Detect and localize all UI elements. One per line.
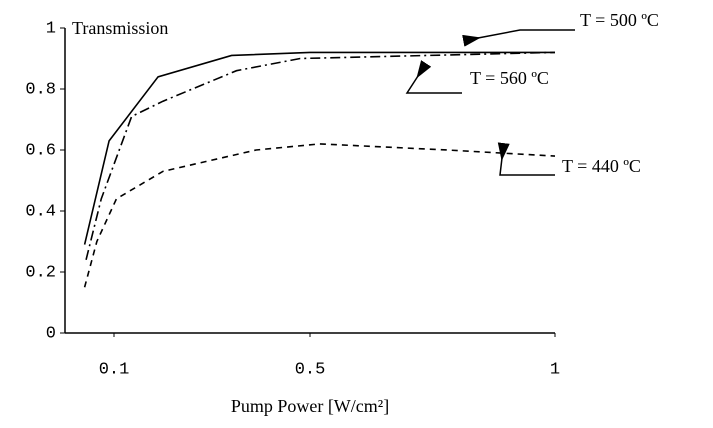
legend-arrow xyxy=(405,60,462,94)
y-tick-label: 0.4 xyxy=(25,202,56,221)
y-tick-label: 0.8 xyxy=(25,80,56,99)
x-tick-label: 0.5 xyxy=(295,360,326,379)
legend-arrow xyxy=(462,29,575,47)
legend-label: T = 500 ºC xyxy=(580,10,659,30)
x-tick-label: 0.1 xyxy=(99,360,130,379)
y-tick-label: 0 xyxy=(46,324,56,343)
series-line xyxy=(83,51,555,245)
y-tick-label: 0.2 xyxy=(25,263,56,282)
legend-label: T = 560 ºC xyxy=(470,68,549,88)
y-tick-label: 0.6 xyxy=(25,141,56,160)
y-tick-label: 1 xyxy=(46,19,56,38)
legend-label: T = 440 ºC xyxy=(562,156,641,176)
y-axis-label: Transmission xyxy=(72,18,168,38)
x-tick-label: 1 xyxy=(550,360,560,379)
series-line xyxy=(85,51,556,260)
series-line xyxy=(83,143,556,288)
x-axis-label: Pump Power [W/cm²] xyxy=(231,396,389,416)
legend-arrow xyxy=(497,142,555,176)
